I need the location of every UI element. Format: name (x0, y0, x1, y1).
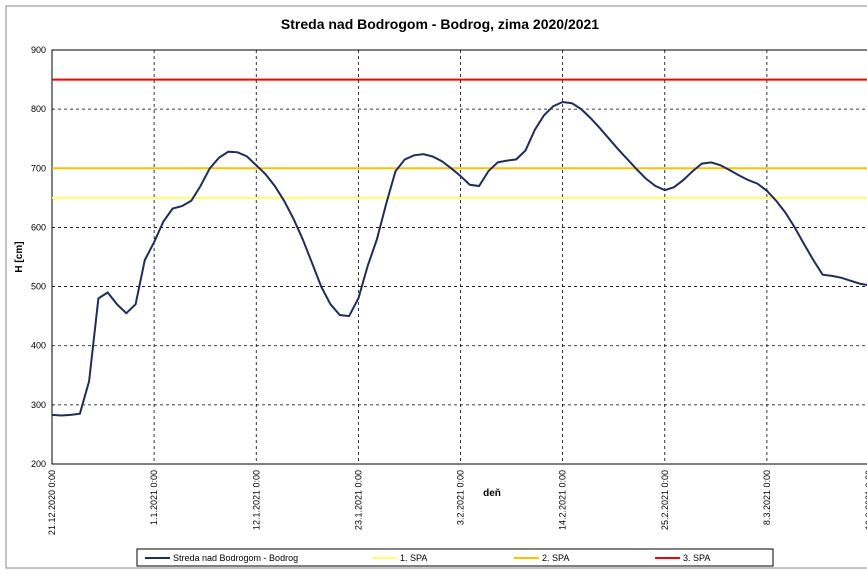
chart-title: Streda nad Bodrogom - Bodrog, zima 2020/… (281, 16, 599, 32)
y-tick-label: 600 (31, 222, 46, 232)
y-tick-label: 400 (31, 341, 46, 351)
x-axis-label: deň (483, 488, 501, 499)
x-tick-label: 12.1.2021 0:00 (251, 470, 261, 530)
y-tick-label: 700 (31, 163, 46, 173)
legend-label: 3. SPA (683, 553, 710, 563)
y-tick-label: 900 (31, 45, 46, 55)
plot-area (51, 49, 867, 465)
x-tick-label: 21.12.2020 0:00 (47, 470, 57, 535)
legend-label: 1. SPA (400, 553, 427, 563)
x-tick-label: 8.3.2021 0:00 (762, 470, 772, 525)
legend-label: Streda nad Bodrogom - Bodrog (173, 553, 298, 563)
chart-frame (5, 5, 867, 569)
x-tick-label: 23.1.2021 0:00 (353, 470, 363, 530)
legend-label: 2. SPA (542, 553, 569, 563)
y-tick-label: 500 (31, 282, 46, 292)
legend (136, 548, 774, 567)
y-tick-label: 200 (31, 459, 46, 469)
y-axis-label: H [cm] (14, 241, 25, 272)
x-tick-label: 1.1.2021 0:00 (149, 470, 159, 525)
x-tick-label: 3.2.2021 0:00 (456, 470, 466, 525)
data-line (51, 100, 867, 417)
x-tick-label: 19.3.2021 0:00 (864, 470, 867, 530)
y-tick-label: 300 (31, 400, 46, 410)
y-tick-label: 800 (31, 104, 46, 114)
x-tick-label: 14.2.2021 0:00 (558, 470, 568, 530)
x-tick-label: 25.2.2021 0:00 (660, 470, 670, 530)
